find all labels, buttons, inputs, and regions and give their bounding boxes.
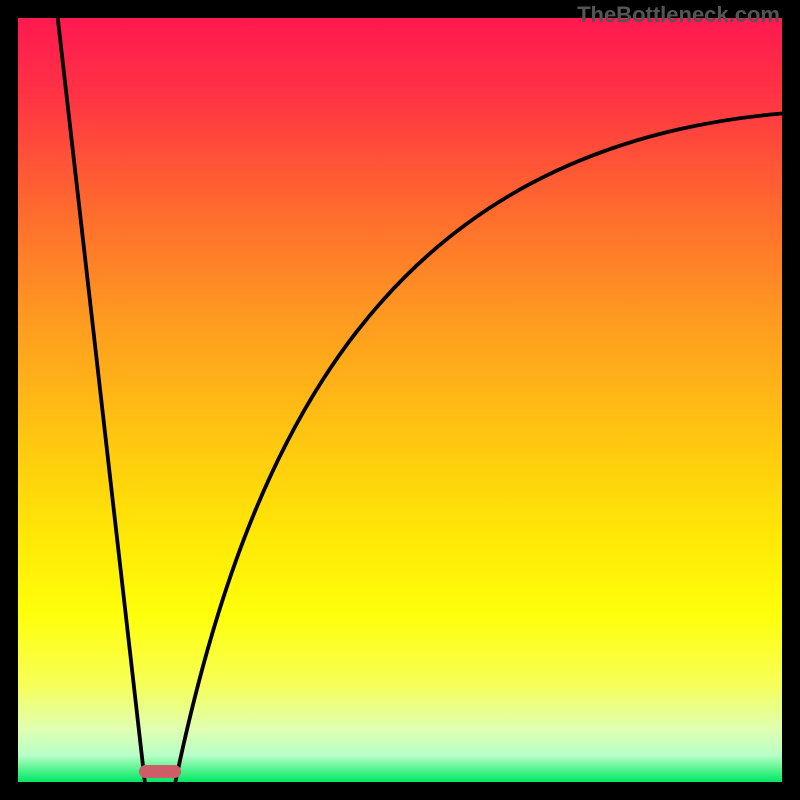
plot-area <box>18 18 782 782</box>
bottleneck-marker <box>139 765 181 778</box>
bottleneck-curve <box>18 18 782 782</box>
watermark-text: TheBottleneck.com <box>577 2 780 28</box>
chart-container: TheBottleneck.com <box>0 0 800 800</box>
